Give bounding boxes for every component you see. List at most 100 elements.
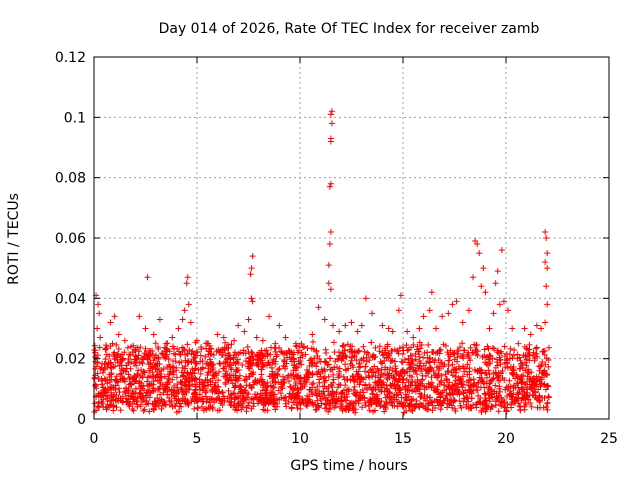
roti-point [152, 366, 159, 373]
roti-point [248, 265, 255, 272]
roti-point [403, 368, 410, 375]
roti-point [132, 352, 139, 359]
roti-point [174, 384, 181, 391]
roti-point [232, 377, 239, 384]
roti-point [468, 383, 475, 390]
roti-point [485, 367, 492, 374]
roti-point [428, 379, 435, 386]
roti-point [381, 357, 388, 364]
roti-point [234, 407, 241, 414]
roti-point [494, 374, 501, 381]
roti-point [233, 374, 240, 381]
roti-point [250, 395, 257, 402]
roti-point [459, 373, 466, 380]
roti-point [169, 334, 176, 341]
roti-point [185, 385, 192, 392]
roti-point [362, 295, 369, 302]
x-tick-label: 20 [497, 431, 515, 447]
roti-point [270, 384, 277, 391]
roti-point [455, 347, 462, 354]
roti-point [343, 391, 350, 398]
roti-point [299, 395, 306, 402]
roti-point [538, 376, 545, 383]
roti-point [294, 364, 301, 371]
roti-point [321, 379, 328, 386]
roti-point [150, 331, 157, 338]
roti-point [494, 362, 501, 369]
roti-point [489, 394, 496, 401]
roti-point [145, 400, 152, 407]
roti-point [275, 366, 282, 373]
roti-point [319, 383, 326, 390]
roti-point [489, 403, 496, 410]
roti-point [204, 340, 211, 347]
roti-point [317, 393, 324, 400]
roti-point [329, 322, 336, 329]
roti-point [133, 362, 140, 369]
roti-point [539, 348, 546, 355]
roti-point [526, 369, 533, 376]
roti-point [422, 397, 429, 404]
roti-point [146, 408, 153, 415]
roti-point [323, 349, 330, 356]
roti-point [348, 319, 355, 326]
roti-point [418, 342, 425, 349]
roti-point [437, 399, 444, 406]
roti-point [276, 322, 283, 329]
roti-point [141, 406, 148, 413]
roti-point [308, 356, 315, 363]
roti-point [428, 374, 435, 381]
roti-point [526, 392, 533, 399]
roti-point [99, 369, 106, 376]
roti-point [309, 331, 316, 338]
roti-point [245, 316, 252, 323]
roti-point [148, 381, 155, 388]
roti-point [176, 350, 183, 357]
roti-point [140, 356, 147, 363]
roti-point [265, 359, 272, 366]
roti-point [220, 360, 227, 367]
roti-point [479, 405, 486, 412]
roti-point [302, 378, 309, 385]
roti-point [415, 365, 422, 372]
roti-point [320, 388, 327, 395]
roti-point [260, 384, 267, 391]
roti-point [155, 354, 162, 361]
roti-point [173, 409, 180, 416]
roti-point [258, 366, 265, 373]
roti-point [263, 362, 270, 369]
roti-point [296, 378, 303, 385]
roti-point [302, 351, 309, 358]
roti-point [334, 356, 341, 363]
roti-point [355, 397, 362, 404]
roti-point [194, 337, 200, 344]
roti-point [139, 360, 146, 367]
roti-point [121, 337, 128, 344]
roti-point [450, 367, 457, 374]
roti-point [113, 341, 120, 348]
roti-point [288, 349, 295, 356]
roti-point [490, 310, 497, 317]
roti-point [441, 381, 448, 388]
roti-point [420, 313, 427, 320]
roti-point [290, 386, 297, 393]
roti-point [545, 344, 552, 351]
roti-point [446, 384, 453, 391]
roti-point [369, 310, 376, 317]
roti-point [160, 385, 167, 392]
roti-point [493, 393, 500, 400]
roti-point [421, 383, 428, 390]
roti-point [144, 274, 151, 281]
roti-point [130, 393, 137, 400]
roti-point [400, 403, 407, 410]
roti-point [383, 374, 390, 381]
roti-point [509, 325, 516, 332]
roti-point [377, 402, 384, 409]
roti-point [532, 345, 539, 352]
roti-point [449, 404, 456, 411]
roti-point [430, 382, 437, 389]
roti-point [449, 361, 456, 368]
roti-point [301, 343, 308, 350]
roti-point [497, 361, 504, 368]
roti-point [320, 375, 327, 382]
